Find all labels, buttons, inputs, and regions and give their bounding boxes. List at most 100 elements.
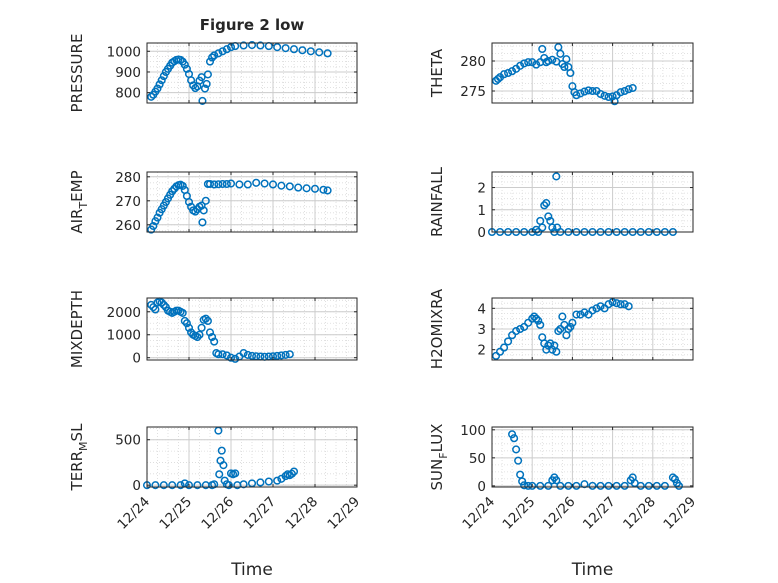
data-point xyxy=(564,324,573,334)
y-axis-label: AIRTEMP xyxy=(68,170,90,233)
data-point xyxy=(155,80,164,89)
data-point xyxy=(552,172,561,181)
data-point xyxy=(205,57,215,66)
data-point xyxy=(239,349,248,358)
data-point xyxy=(576,310,585,319)
data-point xyxy=(530,312,539,321)
data-point xyxy=(239,41,248,50)
data-point xyxy=(542,199,551,208)
data-point xyxy=(620,86,629,96)
data-point xyxy=(226,353,236,362)
figure-title: Figure 2 low xyxy=(200,16,305,34)
x-axis-label: Time xyxy=(571,560,614,580)
data-point xyxy=(217,446,226,455)
data-point xyxy=(193,332,202,342)
data-point xyxy=(218,350,227,359)
data-point xyxy=(243,350,252,359)
y-axis-label: SUNFLUX xyxy=(428,424,450,491)
data-point xyxy=(620,300,629,309)
data-point xyxy=(198,218,207,227)
data-point xyxy=(256,478,265,487)
subplot-rainfall: 0 1 2 RAINFALL xyxy=(428,166,694,241)
data-point xyxy=(210,51,219,60)
subplot-air_temp: 260 270 280 AIRTEMP xyxy=(68,170,358,234)
data-point xyxy=(157,76,166,85)
data-point xyxy=(612,299,621,308)
data-point xyxy=(180,316,189,326)
data-point xyxy=(495,347,505,356)
data-point xyxy=(524,481,533,490)
data-point xyxy=(500,70,509,79)
data-point xyxy=(588,481,597,490)
data-point xyxy=(596,481,605,490)
y-axis-label: H2OMIXRA xyxy=(428,288,446,369)
x-axis-label: Time xyxy=(230,560,273,580)
data-point xyxy=(159,300,168,309)
data-point xyxy=(287,469,296,478)
y-tick-label: 900 xyxy=(115,65,141,81)
data-point xyxy=(532,60,541,69)
data-point xyxy=(670,475,679,484)
data-point xyxy=(508,331,517,340)
axes-box xyxy=(146,426,358,488)
data-point xyxy=(628,83,637,93)
data-point xyxy=(157,298,166,307)
data-point xyxy=(195,330,204,339)
data-point xyxy=(323,49,332,58)
data-point xyxy=(273,476,282,485)
data-point xyxy=(528,481,537,490)
data-point xyxy=(532,314,541,323)
data-point xyxy=(298,46,307,55)
data-point xyxy=(554,327,563,336)
data-point xyxy=(544,481,553,490)
data-point xyxy=(203,316,212,326)
data-point xyxy=(243,180,252,189)
data-point xyxy=(273,351,282,360)
data-point xyxy=(624,302,633,311)
axes-box xyxy=(146,171,358,233)
data-point xyxy=(512,327,521,336)
data-point xyxy=(512,445,521,454)
data-point xyxy=(197,201,206,210)
data-point xyxy=(222,351,231,360)
y-axis-label: RAINFALL xyxy=(428,166,446,237)
data-point xyxy=(159,481,168,490)
data-point xyxy=(534,316,543,325)
y-tick-label: 260 xyxy=(115,218,141,234)
data-point xyxy=(149,221,158,231)
data-point xyxy=(538,223,547,232)
y-tick-label: 500 xyxy=(115,433,141,449)
y-tick-label: 0 xyxy=(477,225,486,241)
data-point xyxy=(200,84,210,93)
y-axis-label: TERRMSL xyxy=(68,423,90,492)
data-point xyxy=(608,92,617,101)
data-point xyxy=(620,481,629,490)
data-point xyxy=(315,48,324,57)
data-point xyxy=(518,477,527,486)
data-point xyxy=(600,91,609,100)
data-point xyxy=(548,345,557,354)
y-tick-label: 3 xyxy=(477,322,486,338)
data-point xyxy=(231,469,240,478)
data-point xyxy=(222,45,231,54)
y-tick-label: 2 xyxy=(477,181,486,197)
y-tick-label: 800 xyxy=(115,86,141,102)
data-point xyxy=(289,45,299,54)
data-point xyxy=(226,179,236,188)
data-point xyxy=(218,179,227,189)
data-point xyxy=(604,481,613,490)
subplot-theta: 275 280 THETA xyxy=(428,42,694,106)
data-point xyxy=(566,322,575,331)
y-tick-label: 100 xyxy=(460,423,486,439)
axes-box xyxy=(146,297,358,361)
data-point xyxy=(596,89,605,99)
data-point xyxy=(514,456,523,465)
data-point xyxy=(285,350,294,359)
data-point xyxy=(566,68,575,78)
data-point xyxy=(184,197,194,207)
data-point xyxy=(538,44,547,54)
data-point xyxy=(277,181,286,190)
data-point xyxy=(544,56,553,66)
data-point xyxy=(612,481,621,490)
data-point xyxy=(302,184,311,193)
